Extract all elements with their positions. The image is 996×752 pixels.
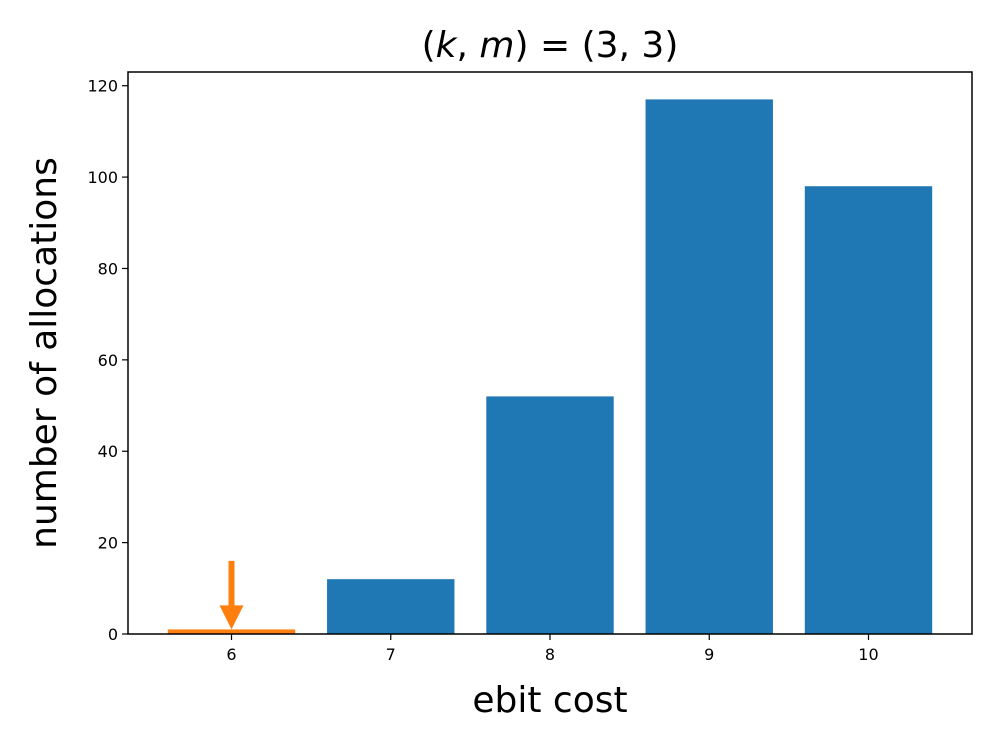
arrow-head xyxy=(219,605,244,630)
y-tick-label-60: 60 xyxy=(98,351,118,370)
x-tick-label-6: 6 xyxy=(226,645,236,664)
title-k: k xyxy=(436,25,459,66)
bar-9 xyxy=(645,99,773,635)
x-axis-label: ebit cost xyxy=(472,680,627,721)
title-comma: , xyxy=(457,25,480,66)
y-tick-label-100: 100 xyxy=(87,168,118,187)
bar-10 xyxy=(804,186,933,634)
x-tick-label-8: 8 xyxy=(545,645,555,664)
x-tick-label-9: 9 xyxy=(704,645,714,664)
y-axis-label: number of allocations xyxy=(24,157,65,549)
chart-title: (k, m) = (3, 3) xyxy=(422,25,679,66)
y-tick-label-120: 120 xyxy=(87,77,118,96)
x-tick-label-10: 10 xyxy=(858,645,878,664)
title-m: m xyxy=(479,25,514,66)
bar-7 xyxy=(327,579,455,634)
y-tick-label-40: 40 xyxy=(98,442,118,461)
title-rest: ) = (3, 3) xyxy=(514,25,678,66)
bar-8 xyxy=(486,396,614,634)
bar-6 xyxy=(167,629,296,634)
bars xyxy=(167,99,933,635)
y-tick-label-0: 0 xyxy=(108,625,118,644)
y-tick-label-20: 20 xyxy=(98,534,118,553)
highlight-arrow xyxy=(219,560,244,630)
x-tick-label-7: 7 xyxy=(386,645,396,664)
y-tick-label-80: 80 xyxy=(98,259,118,278)
title-open: ( xyxy=(422,25,436,66)
